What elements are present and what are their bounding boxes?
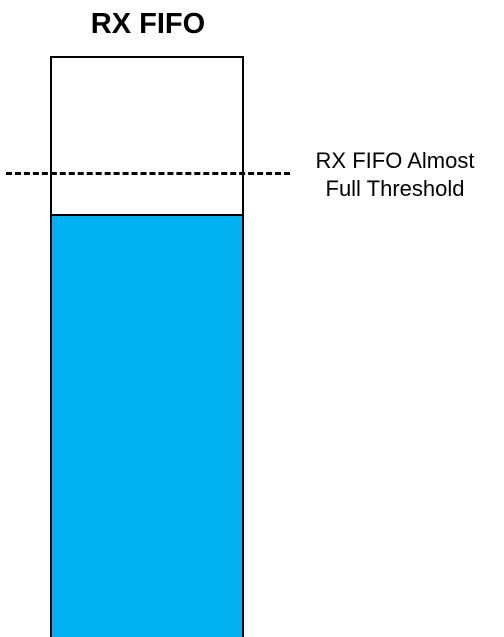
fifo-fill-level [52,214,242,637]
fifo-title: RX FIFO [90,8,206,40]
almost-full-threshold-label: RX FIFO Almost Full Threshold [290,147,500,203]
almost-full-threshold-line [6,172,290,175]
threshold-label-line-1: RX FIFO Almost [315,148,475,173]
fifo-buffer [50,56,244,637]
threshold-label-line-2: Full Threshold [325,176,465,201]
